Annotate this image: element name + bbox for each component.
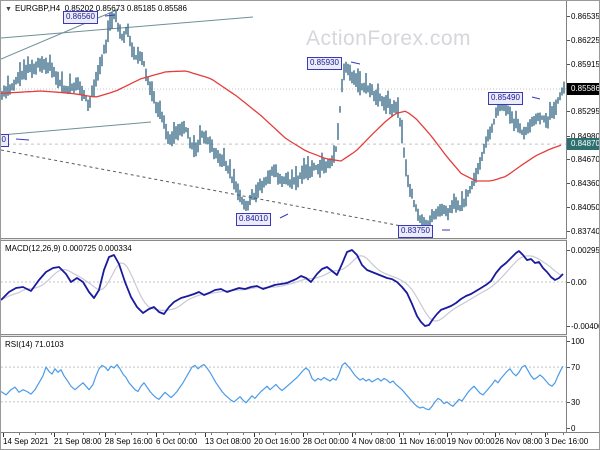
ohlc-values: 0.85202 0.85673 0.85185 0.85586 bbox=[64, 4, 187, 13]
price-axis-label: 0.83740 bbox=[571, 227, 600, 236]
price-axis[interactable]: 0.86535 0.86225 0.85915 0.85295 0.84980 0.846… bbox=[567, 1, 600, 433]
rsi-axis-label: 100 bbox=[571, 337, 585, 346]
price-axis-label: 0.86535 bbox=[571, 12, 600, 21]
time-axis-label: 6 Oct 00:00 bbox=[156, 437, 198, 446]
time-axis[interactable]: 14 Sep 2021 21 Sep 08:00 28 Sep 16:00 6 Oct… bbox=[1, 432, 599, 449]
ma-price-box: 0.84870 bbox=[567, 138, 599, 150]
macd-label: MACD(12,26,9) 0.000725 0.000334 bbox=[5, 244, 132, 253]
price-axis-label: 0.84360 bbox=[571, 179, 600, 188]
price-axis-label: 0.84670 bbox=[571, 155, 600, 164]
price-axis-label: 0.86225 bbox=[571, 36, 600, 45]
macd-axis-label: -0.004009 bbox=[571, 322, 599, 331]
time-axis-label: 13 Oct 08:00 bbox=[205, 437, 251, 446]
rsi-axis-label: 70 bbox=[571, 363, 580, 372]
rsi-pane[interactable]: RSI(14) 71.0103 bbox=[1, 337, 567, 432]
time-axis-label: 11 Nov 16:00 bbox=[399, 437, 446, 446]
rsi-axis-label: 30 bbox=[571, 398, 580, 407]
time-axis-label: 21 Sep 08:00 bbox=[54, 437, 102, 446]
symbol-title: EURGBP,H4 bbox=[14, 4, 61, 13]
time-axis-label: 14 Sep 2021 bbox=[3, 437, 49, 446]
price-axis-label: 0.84980 bbox=[571, 132, 600, 141]
pane-splitter[interactable] bbox=[1, 334, 599, 337]
time-axis-label: 28 Oct 00:00 bbox=[303, 437, 349, 446]
symbol-dropdown-icon[interactable]: ▼ bbox=[5, 6, 12, 13]
chart-title: ▼ EURGBP,H4 0.85202 0.85673 0.85185 0.855… bbox=[5, 4, 187, 13]
time-axis-label: 28 Sep 16:00 bbox=[105, 437, 153, 446]
price-annotation-box: 0.85930 bbox=[307, 57, 342, 70]
time-axis-label: 26 Nov 08:00 bbox=[495, 437, 543, 446]
macd-axis-label: 0.00 bbox=[571, 278, 587, 287]
price-axis-label: 0.85915 bbox=[571, 60, 600, 69]
time-axis-label: 20 Oct 16:00 bbox=[254, 437, 300, 446]
current-price-box: 0.85586 bbox=[567, 83, 599, 95]
price-annotation-box: 0.84010 bbox=[236, 213, 271, 226]
price-axis-label: 0.85295 bbox=[571, 107, 600, 116]
watermark: ActionForex.com bbox=[306, 27, 472, 50]
price-annotation-box: 0.84930 bbox=[1, 134, 9, 147]
rsi-axis-label: 0 bbox=[571, 424, 576, 433]
pane-splitter[interactable] bbox=[1, 238, 599, 241]
price-axis-label: 0.84050 bbox=[571, 203, 600, 212]
time-axis-label: 3 Dec 16:00 bbox=[545, 437, 589, 446]
price-pane[interactable]: 0.86560 0.85930 0.85490 0.84010 0.83750 0.849… bbox=[1, 1, 567, 238]
time-axis-label: 19 Nov 00:00 bbox=[447, 437, 495, 446]
price-annotation-box: 0.85490 bbox=[488, 92, 523, 105]
macd-axis-label: 0.002955 bbox=[571, 246, 600, 255]
price-annotation-box: 0.86560 bbox=[63, 11, 98, 24]
macd-pane[interactable]: MACD(12,26,9) 0.000725 0.000334 bbox=[1, 241, 567, 334]
time-axis-label: 4 Nov 08:00 bbox=[352, 437, 396, 446]
price-annotation-box: 0.83750 bbox=[398, 225, 433, 238]
rsi-label: RSI(14) 71.0103 bbox=[5, 340, 64, 349]
